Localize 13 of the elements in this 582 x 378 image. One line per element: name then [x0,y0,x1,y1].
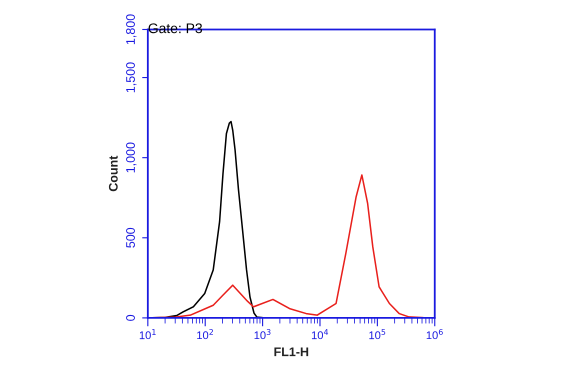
x-axis-title: FL1-H [274,347,308,356]
x-tick-label: 10$^{1}$ [140,329,156,340]
y-tick-label: 1,800 [126,14,136,44]
y-tick-label: 1,500 [126,62,136,92]
x-tick-label: 10$^{5}$ [369,329,386,340]
x-tick-label: 10$^{4}$ [312,329,328,340]
x-tick-label: 10$^{6}$ [426,329,443,340]
x-tick-label: 10$^{2}$ [197,329,213,340]
y-tick-label: 0 [126,314,135,321]
x-tick-label: 10$^{3}$ [254,329,270,340]
y-tick-label: 1,000 [126,142,136,172]
y-axis-title: Count [108,156,118,192]
y-tick-label: 500 [126,228,135,248]
